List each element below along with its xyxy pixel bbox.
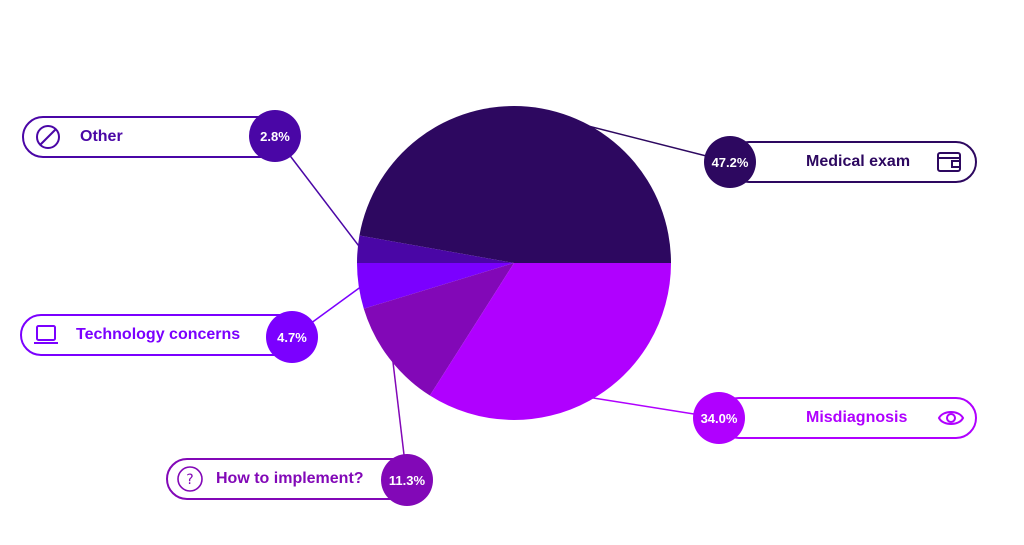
- question-circle-icon: ?: [176, 465, 204, 493]
- legend-label: Other: [80, 128, 123, 145]
- value-badge: 47.2%: [704, 136, 756, 188]
- pie-slice: [429, 263, 671, 420]
- legend-label: Misdiagnosis: [806, 409, 908, 426]
- value-badge: 4.7%: [266, 311, 318, 363]
- pie-slice: [357, 235, 514, 263]
- pie-slice: [363, 263, 514, 396]
- pie-slice: [359, 106, 671, 263]
- callout-misdiagnosis: Misdiagnosis: [718, 397, 977, 439]
- legend-label: How to implement?: [216, 470, 364, 487]
- value-badge: 11.3%: [381, 454, 433, 506]
- laptop-icon: [32, 321, 60, 349]
- eye-icon: [937, 404, 965, 432]
- value-badge: 2.8%: [249, 110, 301, 162]
- wallet-icon: [935, 148, 963, 176]
- pie-slice: [357, 263, 514, 309]
- callout-medical-exam: Medical exam: [728, 141, 977, 183]
- legend-label: Medical exam: [806, 153, 911, 170]
- value-badge: 34.0%: [693, 392, 745, 444]
- legend-label: Technology concerns: [76, 326, 241, 343]
- svg-text:?: ?: [186, 472, 193, 488]
- slashed-circle-icon: [34, 123, 62, 151]
- callout-how-to-implement: ? How to implement?: [166, 458, 424, 500]
